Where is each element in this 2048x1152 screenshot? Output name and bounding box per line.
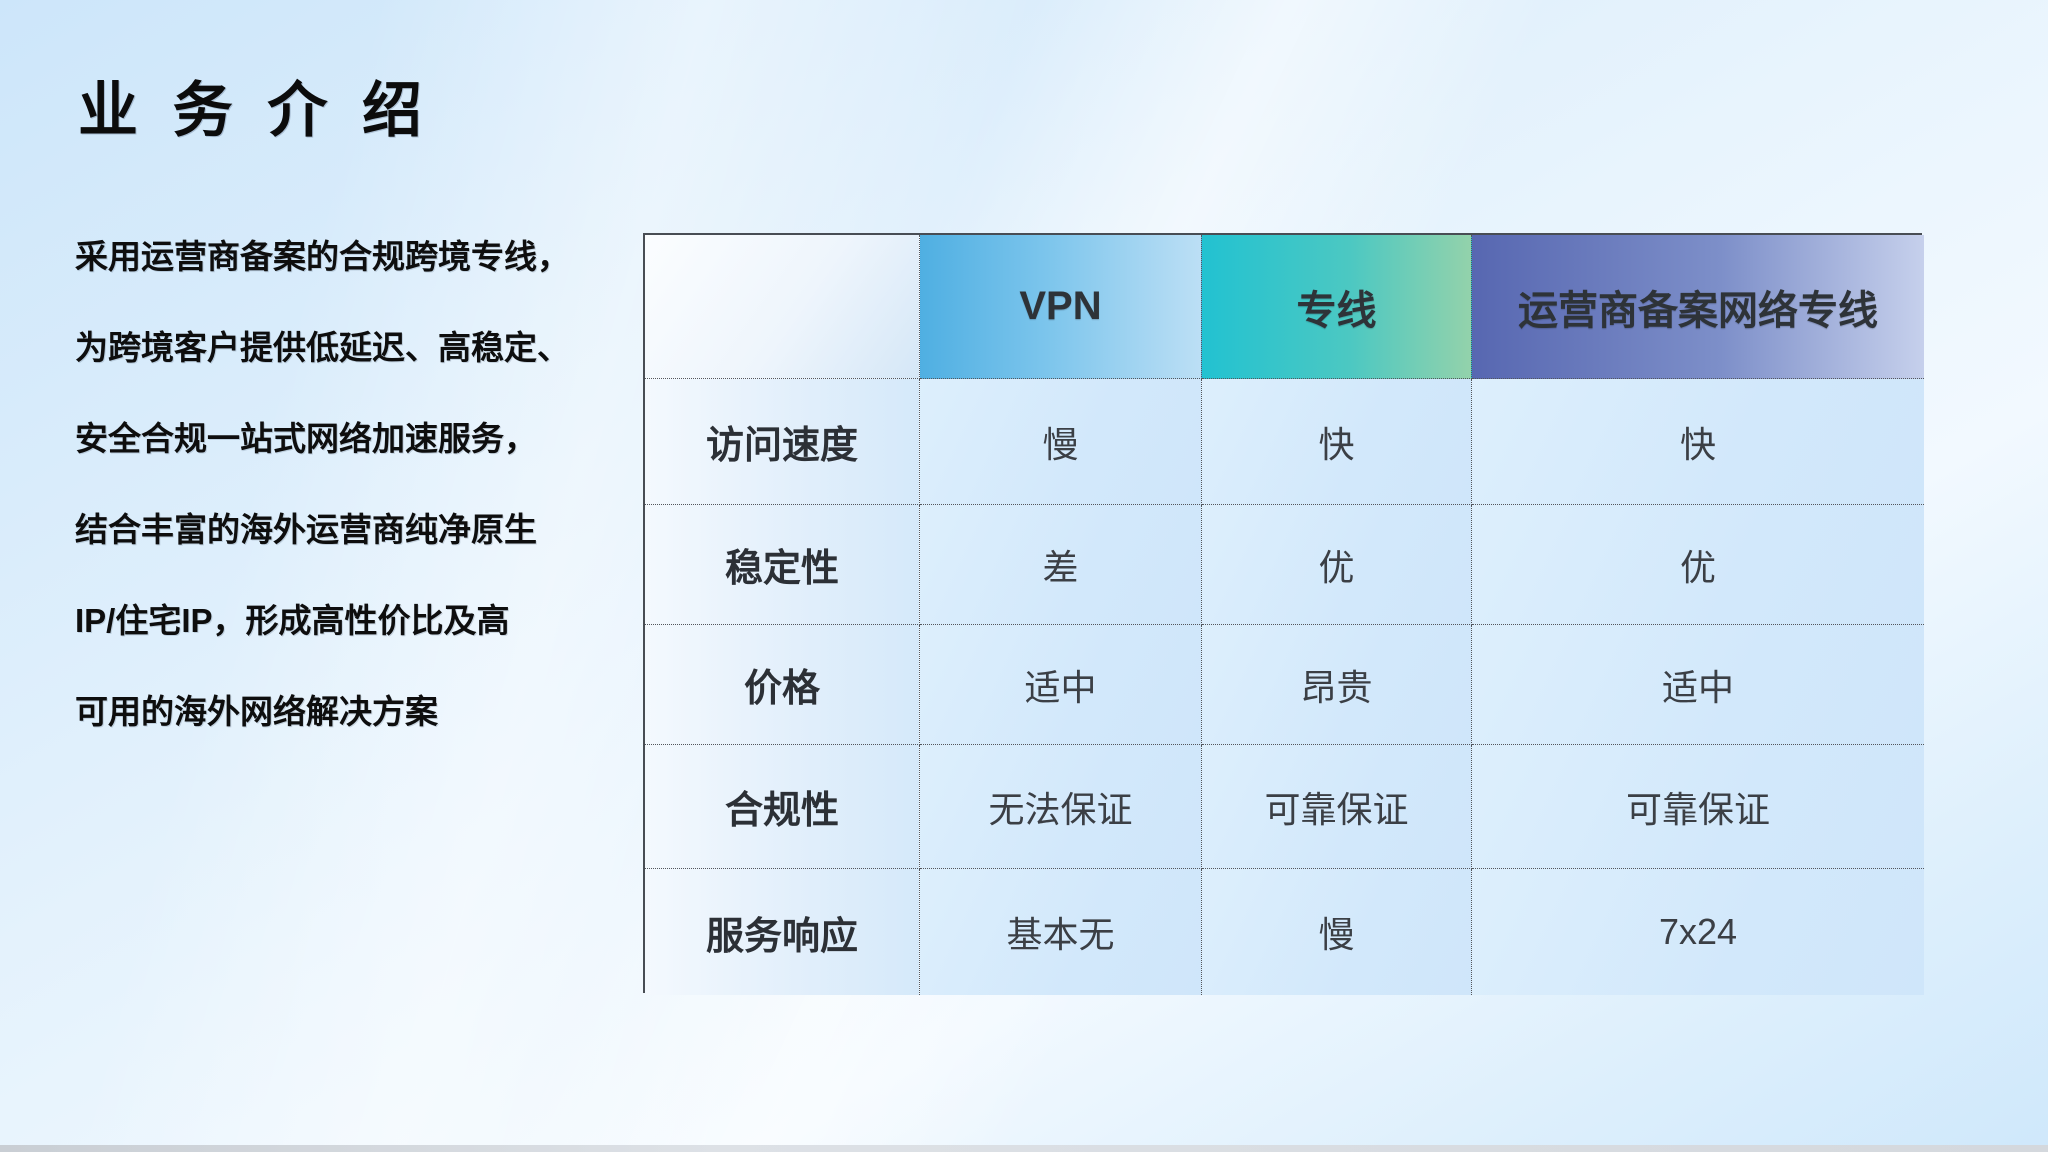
column-header-vpn: VPN <box>920 235 1202 379</box>
page-title: 业 务 介 绍 <box>78 77 432 144</box>
row-header-service-response: 服务响应 <box>645 869 920 995</box>
table-cell: 适中 <box>920 625 1202 745</box>
intro-line: 可用的海外网络解决方案 <box>75 693 438 730</box>
intro-line: 采用运营商备案的合规跨境专线， <box>75 238 570 275</box>
table-cell: 可靠保证 <box>1202 745 1472 869</box>
table-cell: 慢 <box>1202 869 1472 995</box>
row-header-stability: 稳定性 <box>645 505 920 625</box>
row-header-price: 价格 <box>645 625 920 745</box>
table-cell: 快 <box>1202 379 1472 505</box>
column-header-carrier-line: 运营商备案网络专线 <box>1472 235 1924 379</box>
comparison-table: VPN 专线 运营商备案网络专线 访问速度 慢 快 快 稳定性 差 优 优 价格… <box>643 233 1924 995</box>
table-cell: 无法保证 <box>920 745 1202 869</box>
table-cell: 差 <box>920 505 1202 625</box>
intro-paragraph: 采用运营商备案的合规跨境专线， 为跨境客户提供低延迟、高稳定、 安全合规一站式网… <box>75 211 650 757</box>
table-cell: 可靠保证 <box>1472 745 1924 869</box>
table-cell: 昂贵 <box>1202 625 1472 745</box>
intro-line: 结合丰富的海外运营商纯净原生 <box>75 511 537 548</box>
intro-line: 安全合规一站式网络加速服务， <box>75 420 537 457</box>
table-cell: 基本无 <box>920 869 1202 995</box>
table-cell: 适中 <box>1472 625 1924 745</box>
intro-line: IP/住宅IP，形成高性价比及高 <box>75 602 510 639</box>
table-cell: 优 <box>1472 505 1924 625</box>
row-header-compliance: 合规性 <box>645 745 920 869</box>
bottom-edge-strip <box>0 1145 2048 1152</box>
intro-line: 为跨境客户提供低延迟、高稳定、 <box>75 329 570 366</box>
table-cell: 7x24 <box>1472 869 1924 995</box>
column-header-dedicated-line: 专线 <box>1202 235 1472 379</box>
table-corner-cell <box>645 235 920 379</box>
row-header-access-speed: 访问速度 <box>645 379 920 505</box>
table-cell: 慢 <box>920 379 1202 505</box>
table-cell: 快 <box>1472 379 1924 505</box>
table-cell: 优 <box>1202 505 1472 625</box>
